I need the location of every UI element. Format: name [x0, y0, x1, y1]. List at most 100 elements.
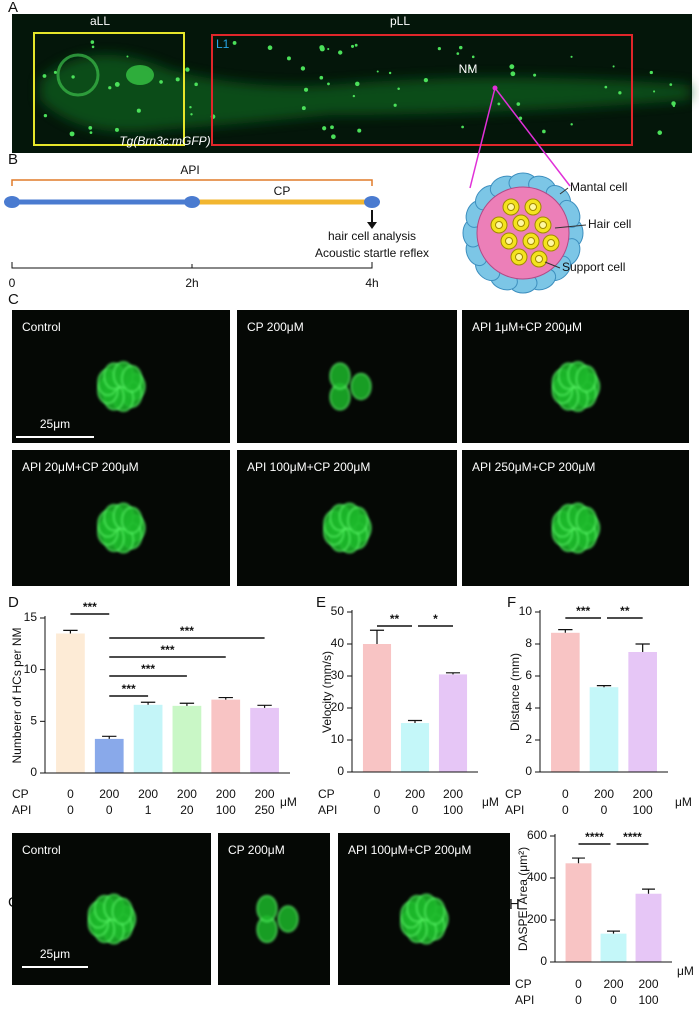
axes	[539, 610, 668, 773]
category-label: 0	[412, 803, 419, 817]
cell-label: Support cell	[562, 260, 625, 274]
bar	[362, 644, 392, 772]
axes	[44, 616, 290, 774]
dot	[89, 131, 93, 134]
category-label: 200	[216, 787, 236, 801]
timeline-label: CP	[274, 184, 291, 198]
bar	[635, 893, 662, 962]
y-tick-label: 0	[30, 765, 37, 779]
all-box	[33, 32, 185, 146]
dot	[175, 77, 180, 82]
image-label: Tg(Brn3c:mGFP)	[119, 134, 210, 148]
cell-blob	[121, 506, 143, 534]
category-label: 200	[255, 787, 275, 801]
bar	[172, 705, 202, 773]
row-label: API	[515, 993, 534, 1007]
dot	[322, 126, 327, 131]
y-tick-label: 10	[331, 732, 345, 746]
dot	[657, 130, 663, 135]
dot	[612, 65, 615, 68]
y-tick-label: 200	[527, 912, 547, 926]
dot	[533, 73, 537, 77]
dot	[423, 78, 429, 83]
hair-cell-core	[505, 237, 513, 245]
significance-label: **	[390, 612, 400, 626]
dot	[653, 90, 656, 93]
fish-body	[40, 54, 690, 132]
dot	[42, 74, 47, 78]
fish-eye	[56, 53, 100, 97]
hair-cell-core	[507, 203, 515, 211]
outcome: Acoustic startle reflex	[315, 246, 429, 260]
y-tick-label: 0	[540, 954, 547, 968]
unit-label: μM	[675, 795, 692, 809]
cell-blob	[256, 895, 278, 923]
dot	[570, 55, 573, 58]
dot	[542, 129, 546, 134]
cell-label: Hair cell	[588, 217, 631, 231]
category-label: 100	[633, 803, 653, 817]
category-label: 200	[405, 787, 425, 801]
dot	[350, 44, 355, 48]
error-bar	[572, 857, 585, 864]
significance-label: ***	[160, 643, 174, 657]
time-label: 0	[9, 276, 16, 290]
dot	[90, 40, 95, 44]
row-label: CP	[515, 977, 532, 991]
bar	[94, 738, 124, 773]
dot	[319, 45, 325, 51]
dot	[376, 70, 379, 73]
scale-label: 25μm	[40, 947, 70, 961]
y-tick-label: 15	[24, 610, 38, 624]
category-label: 20	[180, 803, 194, 817]
category-label: 200	[603, 977, 623, 991]
row-label: CP	[318, 787, 335, 801]
row-label: CP	[12, 787, 29, 801]
cell-blob	[575, 506, 597, 534]
dot	[189, 105, 192, 109]
y-tick-label: 5	[30, 714, 37, 728]
unit-label: μM	[677, 964, 694, 978]
hair-cell-core	[495, 221, 503, 229]
error-bar	[407, 719, 423, 724]
error-bar	[596, 685, 612, 688]
category-label: 0	[562, 787, 569, 801]
dot	[300, 66, 306, 71]
significance-label: ***	[83, 600, 97, 614]
hair-cell-core	[529, 203, 537, 211]
dot	[136, 108, 141, 113]
timepoint	[364, 196, 380, 208]
category-label: 0	[374, 803, 381, 817]
dot	[331, 134, 336, 140]
y-axis-label: Velocity (mm/s)	[320, 651, 334, 733]
dot	[190, 113, 193, 116]
dot	[88, 126, 93, 130]
significance-label: ****	[585, 830, 604, 844]
image-label: API 20μM+CP 200μM	[22, 460, 139, 474]
y-tick-label: 40	[331, 636, 345, 650]
image-label: Control	[22, 320, 61, 334]
significance-label: ****	[623, 830, 642, 844]
dot	[185, 67, 190, 72]
category-label: 0	[67, 787, 74, 801]
dot	[357, 128, 362, 133]
category-label: 200	[138, 787, 158, 801]
category-label: 250	[255, 803, 275, 817]
y-tick-label: 600	[527, 828, 547, 842]
dot	[461, 125, 464, 129]
dot	[114, 81, 120, 87]
y-tick-label: 10	[24, 662, 38, 676]
panel-label: H	[509, 896, 520, 913]
category-label: 0	[67, 803, 74, 817]
category-label: 100	[443, 803, 463, 817]
hair-cell-core	[527, 237, 535, 245]
image-label: pLL	[390, 14, 410, 28]
axes	[554, 834, 672, 963]
panel-label: C	[8, 291, 19, 308]
category-label: 200	[99, 787, 119, 801]
leader-lines	[544, 187, 587, 269]
category-label: 0	[601, 803, 608, 817]
timeline-label: API	[180, 163, 199, 177]
